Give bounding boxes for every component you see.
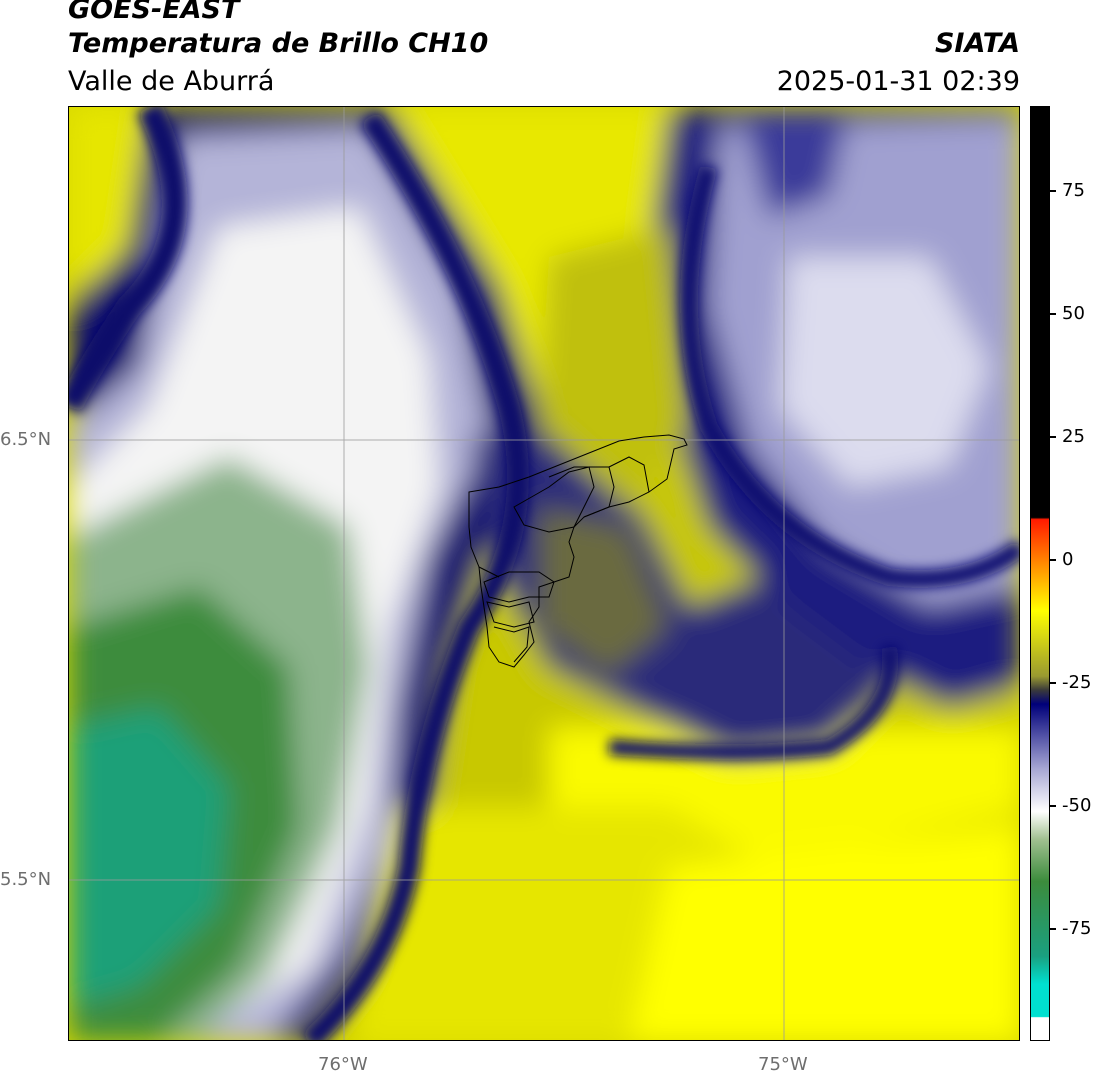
map-canvas: [69, 107, 1019, 1040]
colorbar-tick-label: 0: [1062, 549, 1074, 570]
colorbar-tick-mark: [1050, 190, 1056, 192]
colorbar-tick-label: -50: [1062, 795, 1092, 816]
lat-label-5-5: 5.5°N: [0, 869, 52, 890]
colorbar: [1030, 106, 1050, 1041]
org-label: SIATA: [934, 28, 1020, 59]
colorbar-tick-mark: [1050, 928, 1056, 930]
colorbar-tick-mark: [1050, 682, 1056, 684]
colorbar-tick-mark: [1050, 805, 1056, 807]
colorbar-tick-mark: [1050, 436, 1056, 438]
datetime-label: 2025-01-31 02:39: [776, 66, 1020, 97]
product-title: Temperatura de Brillo CH10: [68, 28, 489, 59]
brightness-temperature-map: [68, 106, 1020, 1041]
colorbar-tick-label: 25: [1062, 426, 1085, 447]
colorbar-tick-mark: [1050, 559, 1056, 561]
temperature-field: [69, 107, 1019, 1040]
colorbar-tick-label: -75: [1062, 918, 1092, 939]
graticule: [69, 107, 1019, 1040]
satellite-title: GOES-EAST: [68, 0, 240, 25]
lat-label-6-5: 6.5°N: [0, 429, 52, 450]
lon-label-75: 75°W: [758, 1054, 808, 1075]
cloud-edge-detail: [69, 107, 1019, 1040]
region-subtitle: Valle de Aburrá: [68, 66, 275, 97]
municipal-boundaries: [468, 434, 688, 668]
colorbar-tick-mark: [1050, 313, 1056, 315]
lon-label-76: 76°W: [318, 1054, 368, 1075]
colorbar-tick-label: 50: [1062, 303, 1085, 324]
colorbar-tick-label: -25: [1062, 672, 1092, 693]
colorbar-tick-label: 75: [1062, 180, 1085, 201]
